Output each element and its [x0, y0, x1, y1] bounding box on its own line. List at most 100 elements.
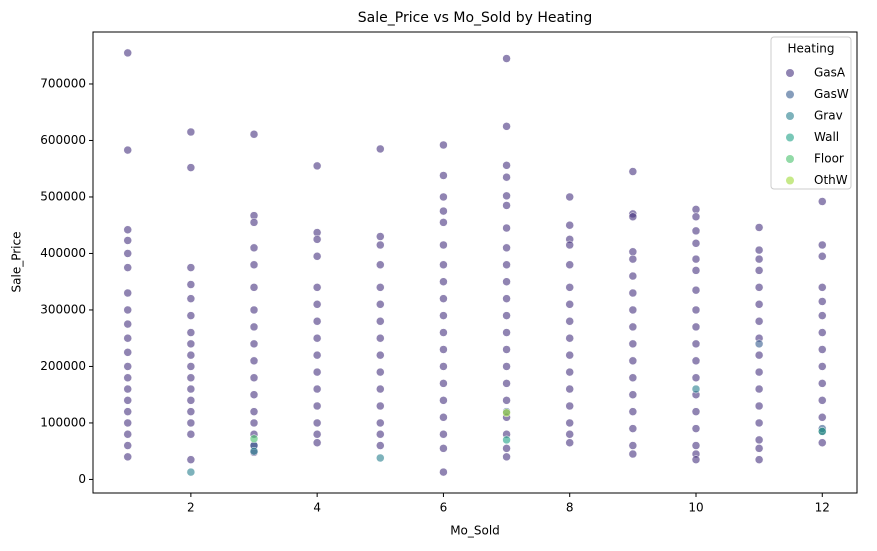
point — [186, 350, 196, 360]
point — [439, 362, 448, 371]
point — [502, 122, 511, 131]
point — [565, 367, 574, 377]
point — [628, 271, 638, 281]
point — [691, 373, 701, 382]
point — [249, 434, 259, 444]
point — [565, 240, 574, 250]
point — [754, 401, 764, 411]
y-tick-label: 200000 — [40, 359, 86, 373]
point — [818, 438, 827, 447]
point — [754, 266, 764, 275]
point — [123, 319, 132, 329]
point — [691, 205, 701, 214]
point — [502, 328, 511, 337]
point — [628, 305, 638, 315]
legend-label: GasA — [814, 66, 846, 80]
point — [818, 345, 827, 354]
legend-marker — [786, 155, 794, 163]
point — [376, 317, 385, 326]
point — [754, 418, 764, 428]
point — [312, 350, 322, 360]
y-axis-title: Sale_Price — [10, 232, 24, 293]
point — [376, 401, 385, 411]
point — [376, 384, 385, 394]
point — [312, 235, 322, 244]
point — [565, 350, 574, 360]
point — [186, 407, 196, 416]
point — [628, 373, 638, 382]
point — [439, 140, 448, 150]
point — [818, 328, 827, 337]
point — [502, 54, 511, 63]
point — [628, 288, 638, 298]
legend-marker — [786, 133, 794, 142]
point — [186, 328, 196, 337]
point — [628, 407, 638, 416]
point — [818, 297, 827, 306]
point — [628, 339, 638, 349]
point — [123, 384, 132, 394]
point — [123, 305, 132, 315]
point — [186, 127, 196, 137]
point — [818, 396, 827, 405]
point — [691, 226, 701, 236]
point — [439, 260, 448, 270]
x-tick-label: 4 — [313, 501, 321, 515]
point — [818, 311, 827, 320]
point — [439, 444, 448, 453]
point — [502, 408, 511, 418]
y-tick-label: 0 — [78, 472, 86, 486]
point — [565, 220, 574, 230]
point — [502, 345, 511, 354]
point — [312, 252, 322, 261]
point — [628, 441, 638, 450]
point — [818, 427, 827, 436]
y-tick-label: 400000 — [40, 246, 86, 260]
legend-label: GasW — [814, 87, 849, 101]
point — [754, 444, 764, 453]
point — [565, 333, 574, 343]
point — [439, 345, 448, 354]
point — [439, 206, 448, 216]
point — [502, 223, 511, 233]
point — [376, 367, 385, 377]
point — [628, 424, 638, 433]
point — [249, 305, 259, 315]
point — [818, 379, 827, 388]
point — [691, 441, 701, 450]
point — [628, 212, 638, 221]
point — [754, 245, 764, 255]
point — [754, 283, 764, 292]
point — [376, 240, 385, 250]
point — [502, 277, 511, 286]
point — [691, 356, 701, 366]
point — [123, 249, 132, 258]
point — [186, 384, 196, 394]
x-tick-label: 2 — [187, 501, 195, 515]
point — [123, 225, 132, 234]
point — [691, 384, 701, 394]
point — [312, 283, 322, 292]
point — [565, 192, 574, 202]
point — [565, 438, 574, 447]
point — [754, 384, 764, 394]
point — [439, 192, 448, 202]
point — [186, 280, 196, 289]
point — [818, 252, 827, 261]
point — [502, 243, 511, 253]
point — [565, 429, 574, 439]
point — [249, 260, 259, 270]
point — [376, 333, 385, 343]
point — [312, 317, 322, 326]
point — [249, 243, 259, 253]
point — [376, 418, 385, 428]
legend-label: OthW — [814, 173, 848, 187]
point — [628, 247, 638, 257]
point — [754, 317, 764, 326]
plot-frame — [92, 31, 858, 494]
legend-label: Floor — [814, 152, 844, 166]
point — [439, 218, 448, 227]
point — [376, 144, 385, 154]
